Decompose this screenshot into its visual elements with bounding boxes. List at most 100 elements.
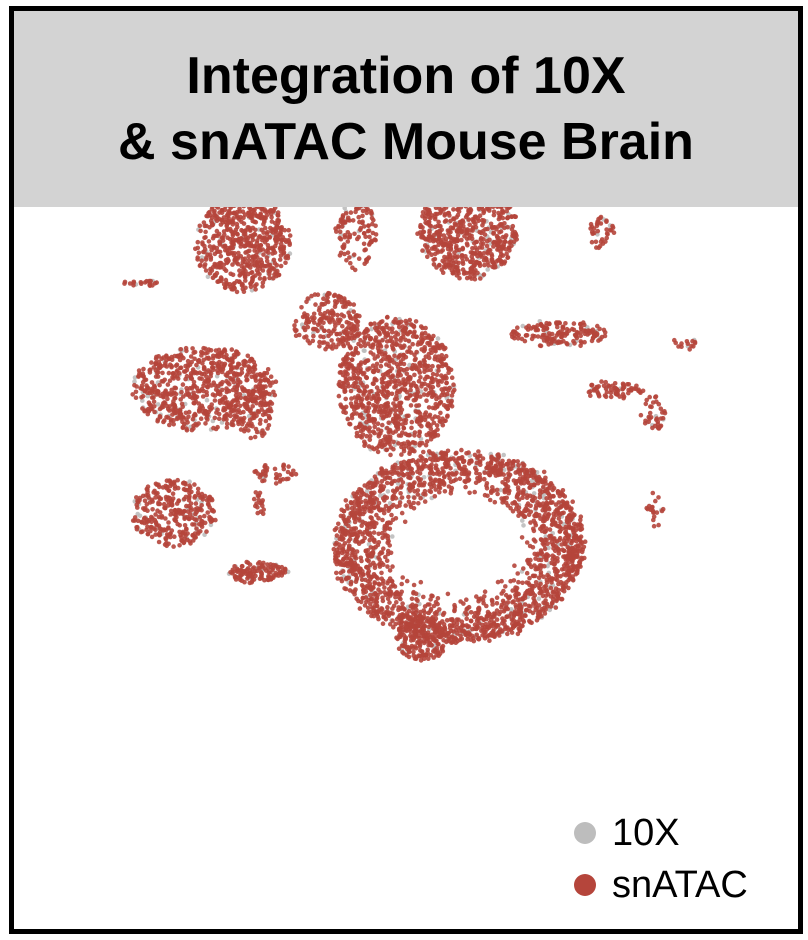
- point-snatac: [366, 341, 371, 347]
- point-snatac: [198, 495, 203, 500]
- point-snatac: [206, 368, 211, 373]
- point-snatac: [197, 514, 203, 520]
- point-snatac: [620, 392, 626, 397]
- point-snatac: [256, 235, 262, 240]
- point-snatac: [448, 400, 454, 406]
- point-snatac: [595, 228, 601, 234]
- point-snatac: [426, 414, 432, 419]
- point-snatac: [502, 239, 508, 245]
- point-snatac: [376, 409, 381, 415]
- point-snatac: [196, 407, 202, 413]
- point-snatac: [162, 505, 168, 511]
- point-snatac: [392, 404, 398, 410]
- point-snatac: [245, 560, 251, 565]
- point-snatac: [171, 418, 176, 423]
- point-snatac: [345, 239, 351, 244]
- point-snatac: [168, 512, 173, 517]
- point-snatac: [459, 253, 465, 258]
- point-snatac: [334, 331, 340, 337]
- point-10x: [435, 336, 441, 341]
- point-snatac: [152, 409, 157, 415]
- point-snatac: [251, 389, 257, 394]
- point-snatac: [599, 379, 604, 384]
- point-snatac: [456, 222, 461, 227]
- point-snatac: [198, 228, 203, 234]
- point-snatac: [441, 356, 447, 362]
- point-snatac: [240, 256, 246, 262]
- point-snatac: [414, 654, 419, 660]
- point-snatac: [152, 383, 157, 389]
- point-snatac: [183, 410, 189, 416]
- point-snatac: [384, 447, 389, 453]
- point-snatac: [650, 490, 656, 496]
- point-snatac: [436, 364, 441, 369]
- point-snatac: [352, 335, 357, 341]
- point-snatac: [260, 247, 265, 252]
- point-snatac: [375, 345, 381, 351]
- point-snatac: [329, 338, 334, 343]
- point-snatac: [649, 404, 654, 410]
- point-snatac: [370, 363, 376, 369]
- point-snatac: [230, 262, 235, 267]
- point-snatac: [353, 348, 358, 353]
- point-snatac: [213, 387, 219, 392]
- point-snatac: [368, 336, 374, 341]
- point-snatac: [273, 379, 279, 385]
- point-snatac: [235, 395, 240, 401]
- point-snatac: [204, 223, 209, 229]
- point-snatac: [353, 399, 359, 405]
- point-snatac: [436, 242, 442, 248]
- point-snatac: [173, 391, 179, 397]
- point-snatac: [368, 321, 374, 327]
- point-snatac: [172, 373, 177, 379]
- point-10x: [485, 267, 491, 272]
- point-snatac: [260, 237, 265, 243]
- point-snatac: [424, 439, 430, 444]
- point-snatac: [608, 387, 614, 393]
- point-snatac: [406, 413, 411, 419]
- point-snatac: [231, 242, 236, 247]
- point-snatac: [160, 404, 166, 410]
- point-snatac: [270, 246, 275, 251]
- point-snatac: [436, 219, 441, 225]
- point-snatac: [404, 321, 410, 326]
- point-snatac: [465, 243, 470, 248]
- point-snatac: [207, 244, 213, 249]
- point-snatac: [225, 380, 231, 386]
- point-snatac: [428, 642, 433, 648]
- point-snatac: [348, 388, 354, 394]
- point-snatac: [271, 257, 277, 263]
- point-snatac: [354, 319, 359, 324]
- point-snatac: [169, 354, 174, 360]
- point-snatac: [165, 415, 171, 420]
- point-snatac: [203, 257, 209, 262]
- point-snatac: [650, 504, 655, 510]
- point-snatac: [204, 529, 209, 534]
- point-snatac: [208, 519, 214, 524]
- point-snatac: [206, 356, 212, 362]
- point-snatac: [197, 376, 202, 381]
- point-snatac: [412, 372, 417, 378]
- point-snatac: [378, 428, 384, 434]
- point-snatac: [160, 379, 166, 384]
- point-snatac: [193, 535, 198, 540]
- point-snatac: [363, 247, 369, 252]
- point-snatac: [161, 528, 166, 533]
- point-snatac: [405, 331, 411, 337]
- point-snatac: [236, 351, 241, 357]
- point-snatac: [443, 218, 449, 223]
- point-snatac: [188, 501, 194, 506]
- point-snatac: [440, 416, 445, 422]
- point-snatac: [155, 490, 160, 496]
- point-snatac: [230, 237, 235, 242]
- point-snatac: [160, 370, 165, 376]
- point-snatac: [255, 561, 261, 566]
- point-snatac: [413, 319, 419, 324]
- point-snatac: [428, 386, 434, 392]
- point-snatac: [330, 346, 335, 351]
- point-snatac: [208, 212, 213, 218]
- point-snatac: [449, 393, 455, 398]
- point-snatac: [546, 342, 551, 347]
- point-snatac: [612, 381, 618, 386]
- point-snatac: [365, 256, 371, 262]
